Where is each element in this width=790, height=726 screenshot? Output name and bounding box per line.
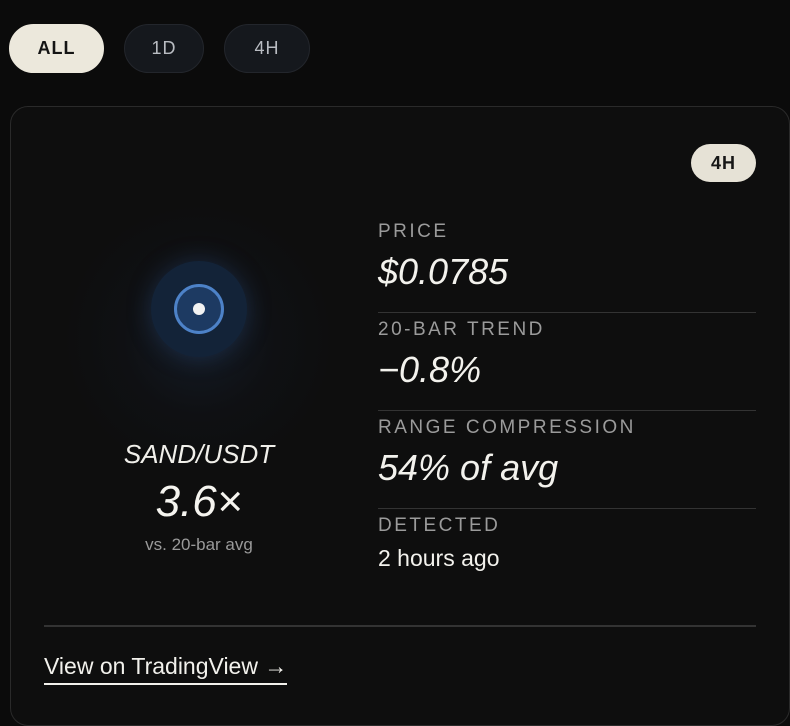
view-on-tradingview-link[interactable]: View on TradingView → — [44, 653, 288, 685]
multiplier-caption: vs. 20-bar avg — [145, 535, 253, 554]
card-divider — [44, 625, 756, 627]
filter-4h-button[interactable]: 4H — [224, 24, 310, 73]
signal-card: 4H SAND/USDT 3.6× vs. 20-bar avg PRICE $… — [10, 106, 790, 726]
volume-multiplier: 3.6× — [155, 477, 243, 526]
signal-target-inner-ring — [174, 284, 224, 334]
stat-value: 54% of avg — [378, 447, 559, 488]
stat-value: −0.8% — [378, 349, 482, 390]
timeframe-filter-bar: ALL 1D 4H — [9, 24, 310, 73]
stat-label: DETECTED — [378, 515, 501, 536]
stat-trend: 20-BAR TREND −0.8% — [378, 313, 756, 411]
stat-label: RANGE COMPRESSION — [378, 417, 636, 438]
filter-1d-button[interactable]: 1D — [124, 24, 204, 73]
stat-value: $0.0785 — [378, 251, 509, 292]
stat-value: 2 hours ago — [378, 545, 500, 571]
signal-target-dot — [193, 303, 205, 315]
filter-all-button[interactable]: ALL — [9, 24, 104, 73]
pair-symbol: SAND/USDT — [123, 439, 275, 469]
stat-range-compression: RANGE COMPRESSION 54% of avg — [378, 411, 756, 509]
stat-label: 20-BAR TREND — [378, 319, 545, 340]
stat-detected: DETECTED 2 hours ago — [378, 509, 756, 607]
timeframe-badge: 4H — [691, 144, 756, 182]
stats-list: PRICE $0.0785 20-BAR TREND −0.8% RANGE C… — [378, 215, 756, 607]
stat-price: PRICE $0.0785 — [378, 215, 756, 313]
stat-label: PRICE — [378, 221, 449, 242]
